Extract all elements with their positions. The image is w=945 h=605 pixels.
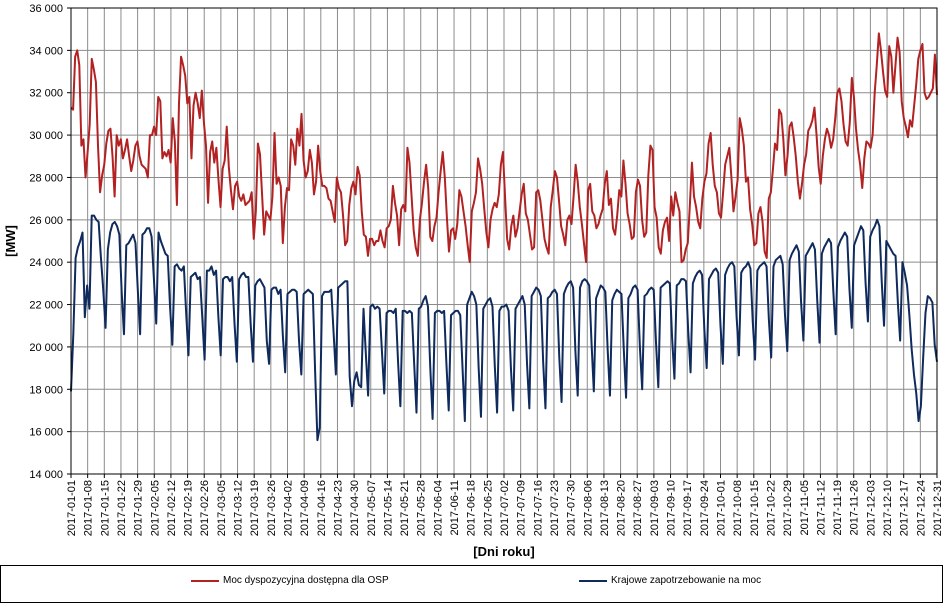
x-tick-label: 2017-10-15 <box>749 480 761 536</box>
x-tick-label: 2017-04-16 <box>316 480 328 536</box>
x-tick-label: 2017-08-06 <box>582 480 594 536</box>
y-tick-label: 24 000 <box>29 257 63 269</box>
x-tick-label: 2017-11-05 <box>799 480 811 535</box>
x-tick-label: 2017-03-12 <box>233 480 245 536</box>
grid <box>70 7 938 475</box>
x-tick-label: 2017-05-28 <box>416 480 428 536</box>
y-tick-label: 16 000 <box>29 427 63 439</box>
y-tick-label: 34 000 <box>29 45 63 57</box>
x-tick-label: 2017-09-10 <box>666 480 678 536</box>
x-tick-label: 2017-04-30 <box>349 480 361 536</box>
x-tick-label: 2017-01-08 <box>83 480 95 536</box>
legend-swatch-available-capacity <box>191 579 219 582</box>
x-tick-label: 2017-02-19 <box>183 480 195 536</box>
y-axis-title: [MW] <box>3 225 18 257</box>
y-tick-label: 30 000 <box>29 130 63 142</box>
x-tick-label: 2017-03-05 <box>216 480 228 536</box>
y-tick-label: 22 000 <box>29 300 63 312</box>
legend-label-national-demand: Krajowe zapotrzebowanie na moc <box>611 575 762 586</box>
x-tick-label: 2017-01-22 <box>116 480 128 536</box>
x-tick-label: 2017-06-18 <box>466 480 478 536</box>
legend-label-available-capacity: Moc dyspozycyjna dostępna dla OSP <box>223 575 389 586</box>
x-tick-label: 2017-03-26 <box>266 480 278 536</box>
x-tick-label: 2017-01-29 <box>133 480 145 536</box>
x-tick-label: 2017-08-27 <box>632 480 644 536</box>
x-tick-label: 2017-12-17 <box>899 480 911 536</box>
x-tick-label: 2017-02-26 <box>199 480 211 536</box>
x-tick-label: 2017-10-01 <box>716 480 728 536</box>
series-line-national-demand <box>70 214 938 442</box>
y-axis-ticks: 14 000 16 000 18 000 20 000 22 000 24 000 26 0… <box>29 3 71 481</box>
x-tick-label: 2017-09-17 <box>682 480 694 536</box>
x-tick-label: 2017-02-12 <box>166 480 178 536</box>
x-tick-label: 2017-07-23 <box>549 480 561 536</box>
y-tick-label: 28 000 <box>29 172 63 184</box>
x-tick-label: 2017-12-03 <box>865 480 877 536</box>
x-tick-label: 2017-12-31 <box>932 480 944 536</box>
x-tick-label: 2017-08-20 <box>616 480 628 536</box>
x-tick-label: 2017-01-01 <box>66 480 78 536</box>
x-tick-label: 2017-07-30 <box>566 480 578 536</box>
x-tick-label: 2017-12-10 <box>882 480 894 536</box>
series-lines <box>70 32 938 442</box>
y-tick-label: 14 000 <box>29 469 63 481</box>
x-tick-label: 2017-04-09 <box>299 480 311 536</box>
x-tick-label: 2017-07-02 <box>499 480 511 536</box>
legend-item-available-capacity: Moc dyspozycyjna dostępna dla OSP <box>191 575 389 586</box>
x-tick-label: 2017-10-22 <box>765 480 777 536</box>
x-tick-label: 2017-06-04 <box>432 480 444 536</box>
x-tick-label: 2017-11-12 <box>815 480 827 535</box>
y-tick-label: 36 000 <box>29 3 63 15</box>
x-tick-label: 2017-05-14 <box>382 480 394 536</box>
series-line-available-capacity <box>70 32 938 264</box>
x-axis-title: [Dni roku] <box>473 544 534 559</box>
y-tick-label: 32 000 <box>29 88 63 100</box>
y-tick-label: 18 000 <box>29 384 63 396</box>
x-axis-ticks: 2017-01-01 2017-01-08 2017-01-15 2017-01-22… <box>66 474 944 536</box>
x-tick-label: 2017-07-16 <box>532 480 544 536</box>
x-tick-label: 2017-04-23 <box>332 480 344 536</box>
x-tick-label: 2017-06-11 <box>449 480 461 535</box>
x-tick-label: 2017-09-24 <box>699 480 711 536</box>
y-tick-label: 20 000 <box>29 342 63 354</box>
x-tick-label: 2017-09-03 <box>649 480 661 536</box>
x-tick-label: 2017-11-19 <box>832 480 844 535</box>
x-tick-label: 2017-06-25 <box>482 480 494 536</box>
x-tick-label: 2017-07-09 <box>516 480 528 536</box>
x-tick-label: 2017-04-02 <box>283 480 295 536</box>
x-tick-label: 2017-11-26 <box>849 480 861 535</box>
x-tick-label: 2017-12-24 <box>915 480 927 536</box>
x-tick-label: 2017-02-05 <box>149 480 161 536</box>
x-tick-label: 2017-03-19 <box>249 480 261 536</box>
x-tick-label: 2017-05-21 <box>399 480 411 536</box>
legend: Moc dyspozycyjna dostępna dla OSP Krajow… <box>0 565 943 603</box>
legend-item-national-demand: Krajowe zapotrzebowanie na moc <box>579 575 761 586</box>
x-tick-label: 2017-10-08 <box>732 480 744 536</box>
x-tick-label: 2017-01-15 <box>99 480 111 536</box>
x-tick-label: 2017-10-29 <box>782 480 794 536</box>
x-tick-label: 2017-05-07 <box>366 480 378 536</box>
y-tick-label: 26 000 <box>29 215 63 227</box>
legend-swatch-national-demand <box>579 579 607 582</box>
x-tick-label: 2017-08-13 <box>599 480 611 536</box>
